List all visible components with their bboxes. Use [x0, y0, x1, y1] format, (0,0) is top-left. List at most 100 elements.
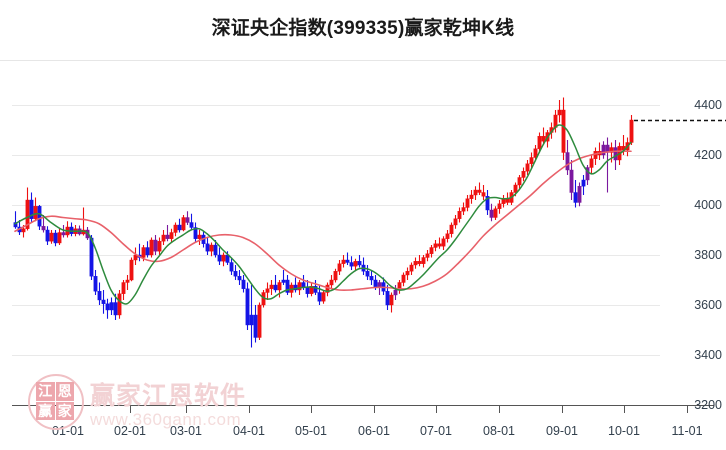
candle-body	[481, 192, 486, 197]
candle-body	[345, 259, 350, 263]
candle-body	[457, 211, 462, 219]
candle-body	[513, 184, 518, 193]
candle-body	[241, 279, 246, 289]
candle-body	[21, 228, 26, 233]
title-divider	[0, 60, 726, 61]
page-title: 深证央企指数(399335)赢家乾坤K线	[211, 18, 515, 39]
candle-body	[189, 222, 194, 228]
candle-body	[365, 271, 370, 277]
candle-body	[533, 148, 538, 158]
candle-body	[417, 261, 422, 264]
candle-body	[357, 261, 362, 266]
candle-body	[489, 209, 494, 218]
candle-body	[129, 259, 134, 281]
x-tick-label: 03-01	[170, 424, 202, 438]
candle-body	[53, 232, 58, 244]
candle-body	[181, 217, 186, 231]
candle-body	[101, 299, 106, 304]
candle-body	[257, 304, 262, 338]
candle-body	[373, 279, 378, 288]
candle-body	[425, 253, 430, 258]
candle-body	[197, 234, 202, 239]
candle-body	[629, 119, 634, 143]
candle-body	[529, 157, 534, 164]
candle-body	[165, 234, 170, 239]
candle-body	[173, 224, 178, 233]
candle-body	[233, 271, 238, 277]
y-tick-label: 3200	[694, 398, 722, 412]
x-tick-label: 06-01	[358, 424, 390, 438]
y-tick-label: 4000	[694, 198, 722, 212]
candle-body	[349, 262, 354, 267]
candle-body	[569, 169, 574, 193]
candle-body	[37, 206, 42, 227]
candle-body	[473, 189, 478, 196]
x-tick-label: 05-01	[295, 424, 327, 438]
candle-body	[117, 293, 122, 316]
candle-body	[557, 109, 562, 116]
candle-body	[449, 224, 454, 234]
candle-body	[217, 254, 222, 262]
candle-body	[205, 243, 210, 252]
candle-body	[45, 229, 50, 242]
candle-body	[421, 257, 426, 264]
candle-body	[149, 239, 154, 256]
candle-body	[341, 259, 346, 264]
candle-body	[405, 271, 410, 276]
candle-body	[413, 261, 418, 266]
candle-body	[25, 199, 30, 229]
candle-body	[337, 263, 342, 272]
candle-body	[141, 247, 146, 258]
candle-body	[273, 284, 278, 291]
candle-body	[313, 286, 318, 293]
candle-body	[561, 109, 566, 153]
x-tick-label: 11-01	[671, 424, 703, 438]
candle-body	[465, 198, 470, 208]
candle-body	[485, 196, 490, 211]
candle-body	[125, 279, 130, 283]
ma-fast-line	[14, 124, 632, 305]
candle-body	[265, 288, 270, 293]
candle-body	[281, 279, 286, 283]
candle-body	[385, 291, 390, 306]
candle-body	[433, 243, 438, 248]
candle-body	[29, 199, 34, 219]
x-tick-label: 02-01	[114, 424, 146, 438]
candle-body	[441, 238, 446, 247]
candle-body	[213, 244, 218, 256]
x-tick-label: 09-01	[546, 424, 578, 438]
x-tick-label: 04-01	[233, 424, 265, 438]
candle-body	[13, 222, 18, 228]
candle-body	[61, 232, 66, 236]
candle-body	[33, 206, 38, 219]
candle-body	[577, 186, 582, 203]
candle-body	[401, 274, 406, 283]
candle-body	[469, 194, 474, 199]
candle-body	[409, 264, 414, 272]
candle-body	[369, 276, 374, 281]
x-tick-label: 08-01	[483, 424, 515, 438]
candle-body	[429, 247, 434, 254]
candle-body	[97, 291, 102, 301]
candle-body	[309, 286, 314, 294]
x-tick-label: 10-01	[608, 424, 640, 438]
candle-body	[453, 218, 458, 226]
candle-body	[237, 276, 242, 281]
candle-body	[305, 287, 310, 294]
candle-body	[177, 224, 182, 231]
candle-body	[493, 208, 498, 218]
y-tick-label: 3800	[694, 248, 722, 262]
candle-body	[229, 262, 234, 272]
candle-body	[517, 177, 522, 186]
candle-body	[497, 203, 502, 209]
candle-body	[145, 247, 150, 256]
candle-body	[437, 243, 442, 247]
candle-body	[581, 179, 586, 187]
candle-body	[93, 276, 98, 292]
candle-body	[573, 192, 578, 203]
ma-slow-line	[14, 150, 632, 292]
candle-body	[285, 279, 290, 293]
candle-body	[393, 289, 398, 296]
